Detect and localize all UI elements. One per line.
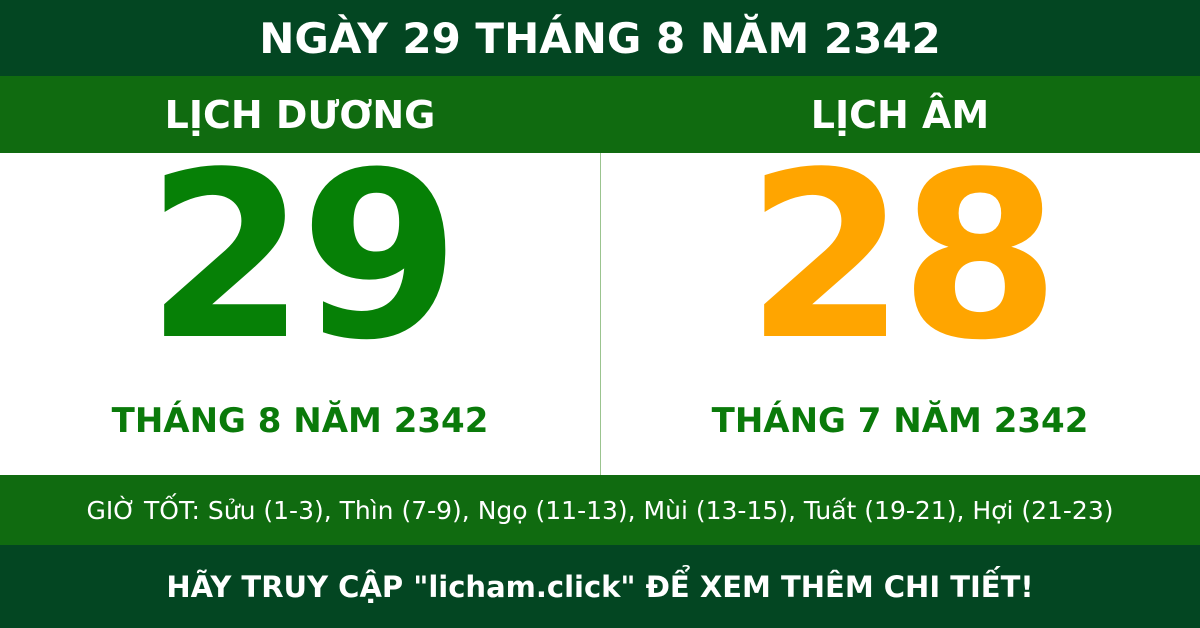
divider <box>600 153 601 475</box>
solar-column: 29 THÁNG 8 NĂM 2342 <box>0 143 600 475</box>
calendar-body: 29 THÁNG 8 NĂM 2342 28 THÁNG 7 NĂM 2342 <box>0 143 1200 475</box>
solar-day: 29 <box>145 124 460 391</box>
calendar-headers: LỊCH DƯƠNG LỊCH ÂM <box>0 76 1200 153</box>
lunar-month-year: THÁNG 7 NĂM 2342 <box>711 401 1089 441</box>
solar-month-year: THÁNG 8 NĂM 2342 <box>111 401 489 441</box>
page-title: NGÀY 29 THÁNG 8 NĂM 2342 <box>0 0 1200 76</box>
lunar-calendar-label: LỊCH ÂM <box>810 92 990 137</box>
lunar-column: 28 THÁNG 7 NĂM 2342 <box>600 143 1200 475</box>
footer-cta: HÃY TRUY CẬP "licham.click" ĐỂ XEM THÊM … <box>0 545 1200 628</box>
solar-calendar-label: LỊCH DƯƠNG <box>164 92 436 137</box>
lunar-day: 28 <box>745 124 1060 391</box>
good-hours: GIỜ TỐT: Sửu (1-3), Thìn (7-9), Ngọ (11-… <box>0 475 1200 545</box>
